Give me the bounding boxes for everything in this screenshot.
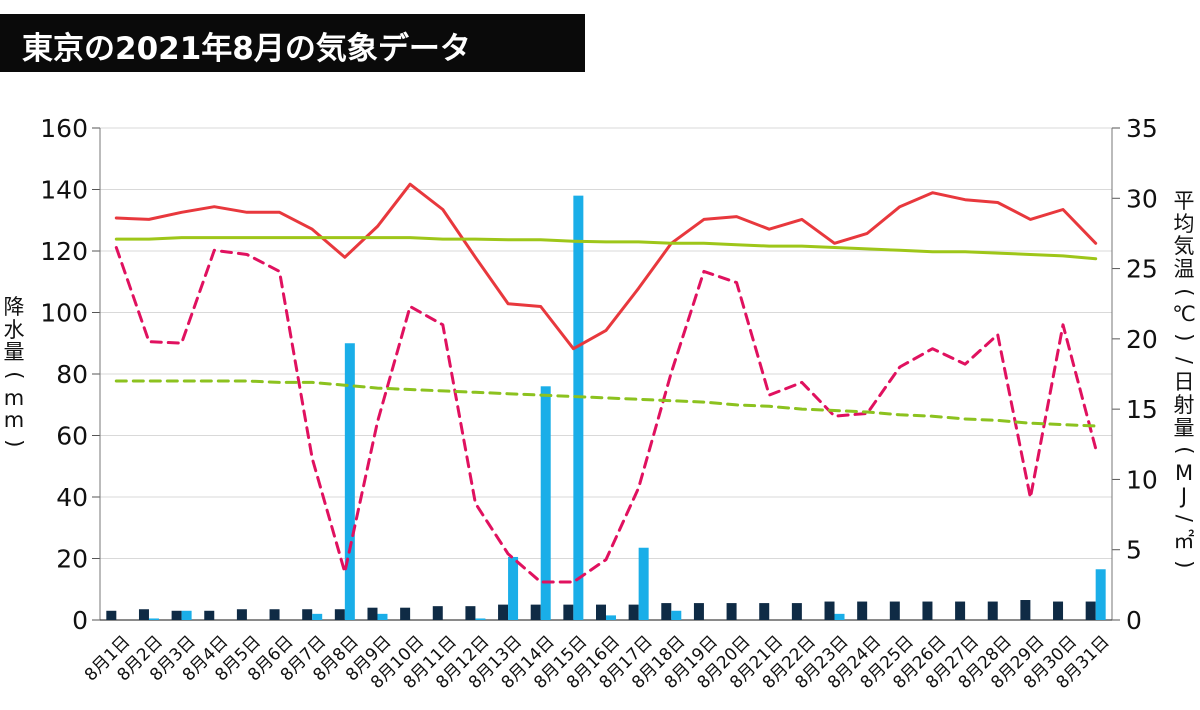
axis-label-char: ) [2, 439, 27, 448]
y-right-tick-label: 5 [1126, 536, 1142, 565]
bar-series-1 [759, 603, 770, 620]
bar-series-2 [606, 615, 616, 620]
bar-series-1 [955, 601, 966, 620]
bar-series-1 [432, 606, 443, 620]
y-right-tick-label: 20 [1126, 325, 1158, 354]
bar-series-1 [171, 610, 182, 620]
bar-series-1 [1020, 600, 1031, 620]
bar-series-1 [138, 609, 149, 620]
y-axis-right-label: 平均気温 ( ℃) / 日射量 ( M J / ㎡) [1172, 190, 1196, 575]
axis-label-char: / [1172, 356, 1197, 364]
bar-series-2 [148, 618, 159, 620]
y-left-tick-label: 160 [40, 114, 88, 143]
axis-label-char: ( [1172, 287, 1197, 297]
bar-series-2 [671, 610, 682, 620]
line-series-3 [114, 246, 1098, 584]
y-left-tick-label: 20 [56, 545, 88, 574]
bar-series-1 [563, 604, 574, 620]
bar-series-1 [204, 610, 215, 620]
bar-series-1 [726, 603, 737, 620]
y-right-tick-label: 30 [1126, 184, 1158, 213]
bar-series-2 [312, 613, 323, 620]
bar-series-1 [236, 609, 247, 620]
line-series-1 [114, 182, 1098, 351]
line-series-2 [114, 236, 1098, 261]
bar-series-2 [508, 556, 519, 620]
bar-series-1 [987, 601, 998, 620]
axis-label-char: 均 [1173, 211, 1195, 236]
bar-series-1 [1085, 601, 1096, 620]
y-axis-left-label: 降水量 ( m m) [2, 296, 26, 455]
axis-label-char: 温 [1173, 257, 1195, 282]
bar-series-1 [302, 609, 313, 620]
bar-series-1 [400, 607, 411, 620]
y-right-tick-label: 0 [1126, 606, 1142, 635]
axis-label-char: m [3, 408, 25, 433]
bar-series-1 [889, 601, 900, 620]
bar-series-1 [530, 604, 541, 620]
axis-label-char: ㎡ [1173, 529, 1195, 554]
bar-series-1 [596, 604, 606, 620]
bar-series-1 [367, 607, 378, 620]
bar-series-1 [857, 601, 868, 620]
bar-series-1 [498, 604, 509, 620]
bar-series-1 [693, 603, 704, 620]
axis-label-char: 日 [1173, 370, 1195, 395]
chart-title: 東京の2021年8月の気象データ [22, 31, 471, 67]
y-right-tick-label: 15 [1126, 395, 1158, 424]
axis-label-char: 平 [1173, 189, 1195, 213]
bar-series-1 [334, 609, 345, 620]
bar-series-2 [475, 618, 486, 620]
bar-series-2 [638, 547, 649, 620]
axis-label-char: m [3, 385, 25, 410]
axis-label-char: ℃ [1172, 302, 1196, 327]
y-left-tick-label: 80 [56, 360, 88, 389]
bar-series-2 [1095, 569, 1106, 620]
axis-label-char: ( [1172, 446, 1197, 455]
y-left-tick-label: 0 [72, 606, 88, 635]
axis-label-char: 降 [3, 295, 25, 319]
chart-title-box: 東京の2021年8月の気象データ [0, 14, 585, 72]
axis-label-char: ) [1172, 559, 1197, 569]
bar-series-1 [824, 601, 835, 620]
y-left-tick-label: 100 [40, 299, 88, 328]
axis-label-char: 水 [3, 317, 25, 342]
y-left-tick-label: 60 [56, 422, 88, 451]
axis-label-char: 気 [1173, 234, 1195, 259]
bar-series-2 [344, 343, 355, 620]
axis-label-char: 射 [1173, 393, 1195, 418]
bar-series-1 [106, 610, 117, 620]
y-left-tick-label: 40 [56, 483, 88, 512]
y-left-tick-label: 120 [40, 237, 88, 266]
axis-label-char: / [1172, 515, 1197, 523]
y-right-tick-label: 25 [1126, 255, 1158, 284]
bar-series-2 [181, 610, 192, 620]
axis-label-char: ( [2, 371, 27, 380]
bar-series-2 [540, 386, 551, 620]
bar-series-2 [834, 613, 845, 620]
line-series-4 [114, 379, 1098, 428]
axis-label-char: ) [1172, 333, 1197, 342]
bar-series-1 [1053, 601, 1064, 620]
bar-series-1 [465, 606, 476, 620]
bar-series-1 [791, 603, 802, 620]
bar-series-1 [628, 604, 639, 620]
axis-label-char: J [1180, 483, 1188, 508]
bar-series-2 [573, 195, 584, 620]
bar-series-2 [377, 613, 388, 620]
axis-label-char: M [1174, 461, 1194, 486]
bar-series-1 [661, 603, 672, 620]
bar-series-1 [922, 601, 933, 620]
bar-series-1 [269, 609, 280, 620]
y-right-tick-label: 35 [1126, 114, 1158, 143]
y-right-tick-label: 10 [1126, 465, 1158, 494]
axis-label-char: 量 [3, 340, 25, 365]
axis-label-char: 量 [1173, 415, 1195, 440]
y-left-tick-label: 140 [40, 176, 88, 205]
